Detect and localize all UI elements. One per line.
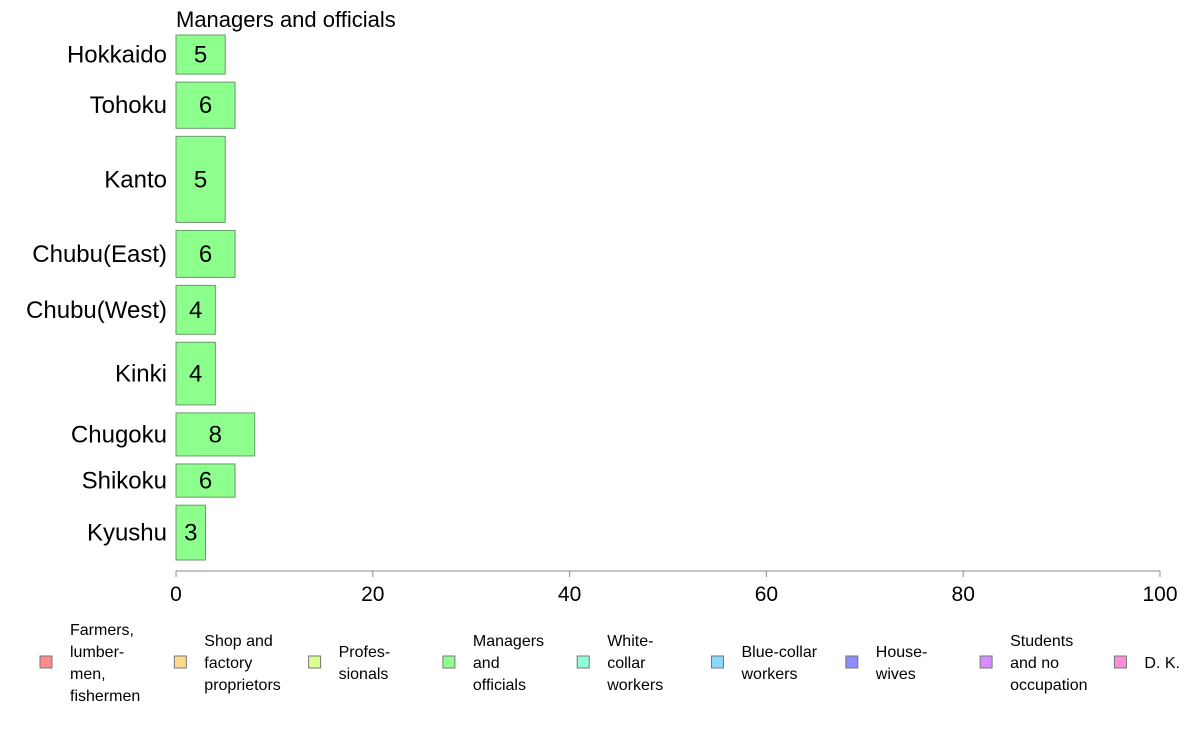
bar <box>175 463 236 498</box>
bar-value-label: 6 <box>199 92 212 119</box>
bar-group: 6 Tohoku <box>90 81 236 129</box>
bar <box>175 412 256 457</box>
legend-label-line: House- <box>876 644 928 661</box>
legend-label-line: Shop and <box>204 633 273 650</box>
bar <box>175 135 226 223</box>
legend-item: Students and no occupation <box>979 633 1087 694</box>
bar <box>175 341 216 406</box>
legend-label-line: collar <box>607 655 646 672</box>
category-label: Hokkaido <box>67 42 167 69</box>
legend-label-line: lumber- <box>70 644 124 661</box>
legend-label-line: Students <box>1010 633 1073 650</box>
legend-swatch <box>711 655 724 669</box>
legend-swatch <box>576 655 590 669</box>
bar-value-label: 5 <box>194 42 207 69</box>
legend-item: Blue-collar workers <box>711 644 818 683</box>
bar-group: 3 Kyushu <box>87 504 207 561</box>
legend-item: White-collar workers <box>576 633 663 694</box>
legend-item: Farmers, lumber-men, fishermen <box>39 622 140 705</box>
legend-swatch <box>1113 655 1127 669</box>
x-tick-label: 20 <box>361 583 384 606</box>
bar-value-label: 6 <box>199 241 212 268</box>
bar-group: 4 Kinki <box>115 341 216 406</box>
legend-swatch <box>39 655 53 669</box>
x-tick-label: 40 <box>558 583 581 606</box>
bar-group: 8 Chugoku <box>71 412 256 457</box>
legend-label-line: Blue-collar <box>742 644 818 661</box>
category-label: Tohoku <box>90 92 167 119</box>
legend-label-line: and <box>473 655 500 672</box>
legend-label-line: proprietors <box>204 677 280 694</box>
category-label: Shikoku <box>82 468 167 495</box>
x-tick-label: 80 <box>952 583 975 606</box>
bar-group: 5 Kanto <box>104 135 226 223</box>
bar <box>175 229 236 278</box>
legend-swatch <box>845 655 859 669</box>
legend-item: Shop and factory proprietors <box>173 633 281 694</box>
x-tick-label: 0 <box>170 583 182 606</box>
bar <box>175 284 216 335</box>
category-label: Kanto <box>104 166 167 193</box>
legend-item: Profes-sionals <box>308 644 391 683</box>
legend-item: Managers and officials <box>442 633 544 694</box>
legend: Farmers, lumber-men, fishermen Shop and fact… <box>39 622 1180 705</box>
category-label: Chubu(East) <box>32 241 167 268</box>
bar-group: 6 Chubu(East) <box>32 229 236 278</box>
category-label: Kyushu <box>87 520 167 547</box>
legend-item: D. K. <box>1113 655 1180 672</box>
bar-group: 5 Hokkaido <box>67 34 226 75</box>
bar-value-label: 8 <box>209 421 222 448</box>
legend-label-line: Managers <box>473 633 544 650</box>
legend-label-line: officials <box>473 677 526 694</box>
bars-layer: 5 Hokkaido 6 Tohoku 5 Kanto 6 Chubu(East) 4 Chubu… <box>26 34 256 561</box>
bar-group: 6 Shikoku <box>82 463 236 498</box>
legend-label-line: Farmers, <box>70 622 134 639</box>
legend-label-line: fishermen <box>70 688 140 705</box>
x-tick-label: 60 <box>755 583 778 606</box>
legend-label-line: workers <box>606 677 663 694</box>
legend-label-line: D. K. <box>1144 655 1180 672</box>
legend-swatch <box>308 655 322 669</box>
x-tick-label: 100 <box>1142 583 1177 606</box>
bar-value-label: 6 <box>199 468 212 495</box>
legend-label-line: occupation <box>1010 677 1087 694</box>
category-label: Chubu(West) <box>26 297 167 324</box>
legend-swatch <box>979 655 993 669</box>
legend-swatch <box>173 655 187 669</box>
bar <box>175 504 207 561</box>
legend-label-line: factory <box>204 655 252 672</box>
legend-label-line: workers <box>741 666 798 683</box>
legend-label-line: Profes- <box>339 644 391 661</box>
legend-item: House-wives <box>845 644 928 683</box>
bar <box>175 81 236 129</box>
category-label: Kinki <box>115 361 167 388</box>
bar-value-label: 5 <box>194 166 207 193</box>
bar-value-label: 4 <box>189 361 202 388</box>
bar-value-label: 3 <box>184 520 197 547</box>
legend-label-line: sionals <box>339 666 389 683</box>
legend-swatch <box>442 655 456 669</box>
legend-label-line: White- <box>607 633 653 650</box>
legend-label-line: men, <box>70 666 106 683</box>
chart-title: Managers and officials <box>176 7 396 32</box>
bar-group: 4 Chubu(West) <box>26 284 216 335</box>
bar-value-label: 4 <box>189 297 202 324</box>
legend-label-line: and no <box>1010 655 1059 672</box>
category-label: Chugoku <box>71 421 167 448</box>
x-axis: 0 20 40 60 80 100 <box>170 570 1178 606</box>
legend-label-line: wives <box>875 666 916 683</box>
bar <box>175 34 226 75</box>
